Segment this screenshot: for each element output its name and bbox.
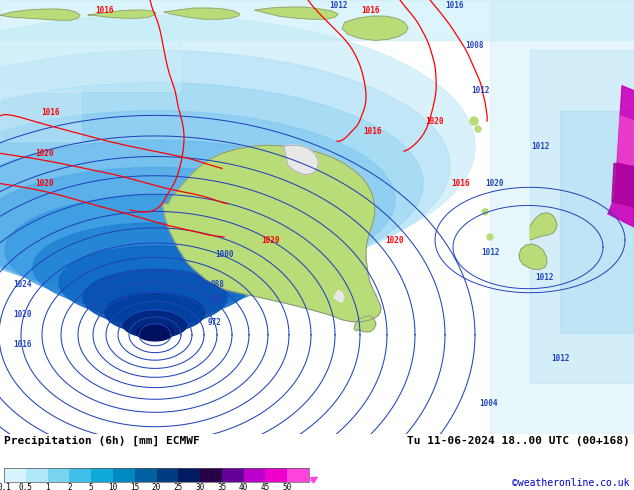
Polygon shape xyxy=(123,312,187,338)
Text: 1020: 1020 xyxy=(426,117,444,125)
Text: 1020: 1020 xyxy=(13,310,31,319)
Polygon shape xyxy=(83,270,227,326)
Text: 1024: 1024 xyxy=(13,280,31,289)
Text: 1012: 1012 xyxy=(536,273,554,282)
Polygon shape xyxy=(88,10,156,18)
Text: 0.5: 0.5 xyxy=(19,483,33,490)
Polygon shape xyxy=(618,116,634,167)
Circle shape xyxy=(470,117,478,125)
Polygon shape xyxy=(0,0,634,40)
Bar xyxy=(287,468,309,482)
Text: 5: 5 xyxy=(89,483,93,490)
Polygon shape xyxy=(164,8,240,19)
Text: 1016: 1016 xyxy=(363,126,381,136)
Polygon shape xyxy=(530,50,634,383)
Bar xyxy=(69,468,91,482)
Polygon shape xyxy=(0,9,80,20)
Polygon shape xyxy=(530,213,557,240)
Bar xyxy=(200,468,222,482)
Polygon shape xyxy=(560,111,634,333)
Text: 1008: 1008 xyxy=(466,41,484,50)
Polygon shape xyxy=(33,223,277,312)
Text: 1012: 1012 xyxy=(481,247,499,257)
Polygon shape xyxy=(163,145,381,322)
Polygon shape xyxy=(255,7,338,19)
Text: Precipitation (6h) [mm] ECMWF: Precipitation (6h) [mm] ECMWF xyxy=(4,436,200,446)
Text: 20: 20 xyxy=(152,483,161,490)
Polygon shape xyxy=(0,50,450,282)
Polygon shape xyxy=(354,316,376,332)
Text: 15: 15 xyxy=(130,483,139,490)
Polygon shape xyxy=(0,91,80,141)
Polygon shape xyxy=(105,293,205,333)
Circle shape xyxy=(487,234,493,240)
Text: 1016: 1016 xyxy=(41,108,59,118)
Text: 1016: 1016 xyxy=(451,179,469,188)
Bar xyxy=(243,468,266,482)
Text: 1020: 1020 xyxy=(385,236,404,245)
Polygon shape xyxy=(0,83,423,284)
Polygon shape xyxy=(5,196,305,305)
Text: 1012: 1012 xyxy=(471,86,489,95)
Text: 0.1: 0.1 xyxy=(0,483,11,490)
Bar xyxy=(178,468,200,482)
Polygon shape xyxy=(137,325,173,341)
Text: 10: 10 xyxy=(108,483,117,490)
Text: 1020: 1020 xyxy=(36,179,55,188)
Text: 1000: 1000 xyxy=(216,249,234,259)
Polygon shape xyxy=(490,0,634,434)
Bar xyxy=(91,468,113,482)
Polygon shape xyxy=(0,140,365,294)
Text: 988: 988 xyxy=(211,280,225,289)
Text: 1004: 1004 xyxy=(479,399,497,408)
Text: 2: 2 xyxy=(67,483,72,490)
Polygon shape xyxy=(0,40,180,91)
Text: ©weatheronline.co.uk: ©weatheronline.co.uk xyxy=(512,478,630,488)
Text: 1016: 1016 xyxy=(361,5,379,15)
Text: 1012: 1012 xyxy=(531,142,549,151)
Polygon shape xyxy=(342,16,408,40)
Text: 1012: 1012 xyxy=(329,0,347,9)
Text: 40: 40 xyxy=(239,483,249,490)
Polygon shape xyxy=(612,163,634,207)
Bar xyxy=(157,468,178,482)
Text: 35: 35 xyxy=(217,483,226,490)
Bar xyxy=(134,468,157,482)
Text: 45: 45 xyxy=(261,483,270,490)
Polygon shape xyxy=(284,145,318,174)
Text: 25: 25 xyxy=(174,483,183,490)
Bar xyxy=(222,468,243,482)
Text: 1020: 1020 xyxy=(36,149,55,158)
Polygon shape xyxy=(334,291,344,302)
Text: 972: 972 xyxy=(208,318,222,327)
Bar xyxy=(26,468,48,482)
Text: 1016: 1016 xyxy=(13,341,31,349)
Text: 1016: 1016 xyxy=(446,0,464,9)
Text: 50: 50 xyxy=(283,483,292,490)
Bar xyxy=(4,468,309,482)
Polygon shape xyxy=(59,246,251,318)
Bar xyxy=(48,468,69,482)
Bar xyxy=(266,468,287,482)
Circle shape xyxy=(482,209,488,215)
Text: 1020: 1020 xyxy=(486,179,504,188)
Polygon shape xyxy=(0,15,475,277)
Text: 984: 984 xyxy=(211,295,225,304)
Polygon shape xyxy=(519,244,547,270)
Text: 1012: 1012 xyxy=(551,353,569,363)
Text: 30: 30 xyxy=(195,483,205,490)
Text: 1020: 1020 xyxy=(261,236,279,245)
Bar xyxy=(4,468,26,482)
Polygon shape xyxy=(608,86,634,227)
Bar xyxy=(113,468,134,482)
Polygon shape xyxy=(0,168,335,296)
Text: Tu 11-06-2024 18..00 UTC (00+168): Tu 11-06-2024 18..00 UTC (00+168) xyxy=(407,436,630,445)
Text: 1: 1 xyxy=(45,483,50,490)
Polygon shape xyxy=(0,111,395,289)
Circle shape xyxy=(475,126,481,132)
Text: 1016: 1016 xyxy=(96,5,114,15)
